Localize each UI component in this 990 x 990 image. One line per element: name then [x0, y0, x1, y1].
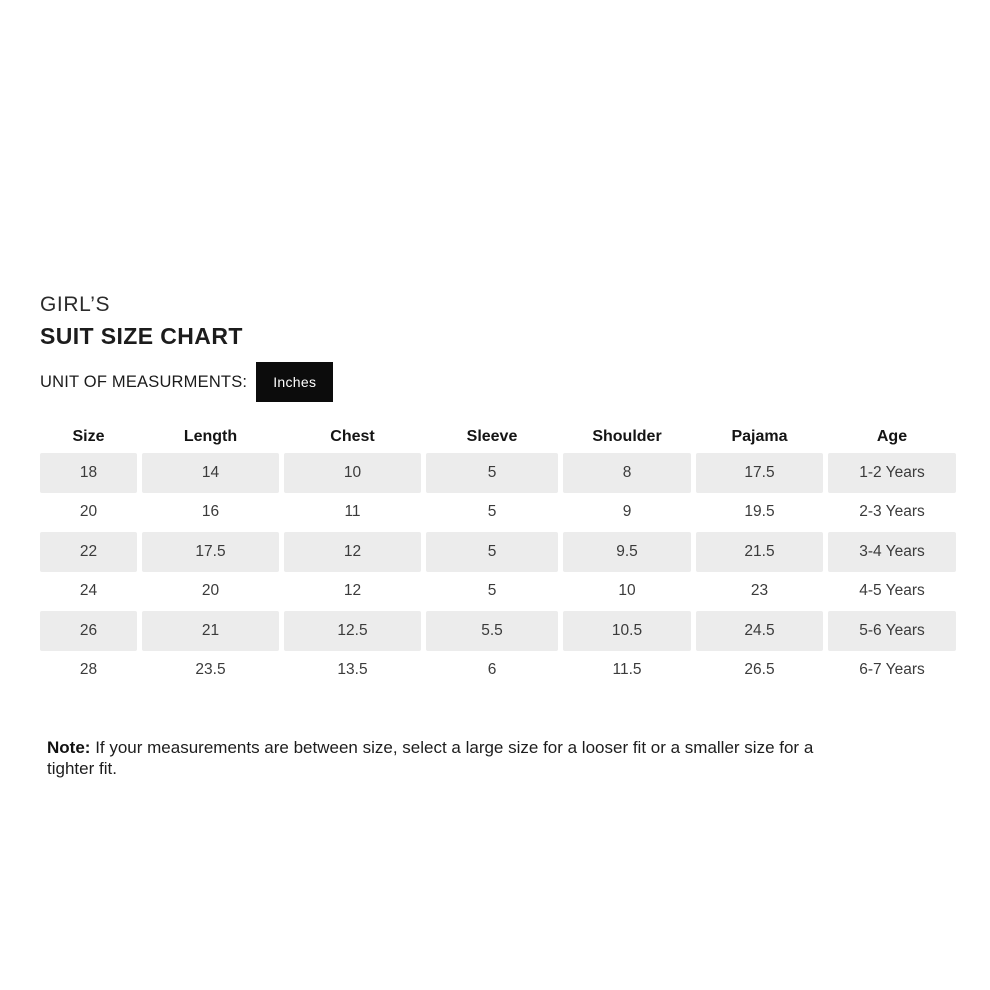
cell-size: 24: [79, 582, 98, 600]
cell-sleeve: 5.5: [426, 611, 558, 651]
col-header-sleeve: Sleeve: [466, 427, 518, 445]
col-header-size: Size: [72, 427, 105, 445]
cell-size: 20: [79, 503, 98, 521]
cell-shoulder: 10.5: [563, 611, 691, 651]
cell-chest: 10: [284, 453, 421, 493]
cell-shoulder: 11.5: [612, 661, 642, 679]
cell-size: 18: [40, 453, 137, 493]
cell-length: 20: [201, 582, 220, 600]
cell-size: 28: [79, 661, 98, 679]
col-header-shoulder: Shoulder: [592, 427, 662, 445]
cell-shoulder: 8: [563, 453, 691, 493]
col-header-length: Length: [183, 427, 238, 445]
note-text: If your measurements are between size, s…: [47, 738, 814, 778]
cell-pajama: 24.5: [696, 611, 823, 651]
cell-shoulder: 9.5: [563, 532, 691, 572]
col-header-age: Age: [876, 427, 908, 445]
cell-shoulder: 10: [618, 582, 636, 600]
cell-length: 16: [201, 503, 220, 521]
table-header-row: Size Length Chest Sleeve Shoulder Pajama…: [40, 420, 956, 453]
col-header-chest: Chest: [330, 427, 375, 445]
cell-age: 3-4 Years: [828, 532, 956, 572]
cell-length: 14: [142, 453, 279, 493]
cell-age: 2-3 Years: [859, 503, 925, 521]
cell-sleeve: 6: [487, 661, 497, 679]
cell-size: 26: [40, 611, 137, 651]
cell-sleeve: 5: [487, 582, 497, 600]
cell-pajama: 26.5: [744, 661, 775, 679]
cell-age: 4-5 Years: [859, 582, 925, 600]
size-chart-section: GIRL’S SUIT SIZE CHART UNIT OF MEASURMEN…: [40, 292, 956, 779]
table-row: 20 16 11 5 9 19.5 2-3 Years: [40, 493, 956, 533]
cell-pajama: 19.5: [744, 503, 775, 521]
cell-pajama: 17.5: [696, 453, 823, 493]
cell-chest: 11: [344, 503, 361, 521]
cell-length: 23.5: [195, 661, 226, 679]
table-row: 28 23.5 13.5 6 11.5 26.5 6-7 Years: [40, 651, 956, 691]
cell-chest: 12: [284, 532, 421, 572]
note-label: Note:: [47, 738, 91, 757]
cell-length: 21: [142, 611, 279, 651]
cell-length: 17.5: [142, 532, 279, 572]
size-table: Size Length Chest Sleeve Shoulder Pajama…: [40, 420, 956, 690]
cell-sleeve: 5: [487, 503, 497, 521]
cell-pajama: 23: [750, 582, 769, 600]
cell-chest: 12: [343, 582, 362, 600]
cell-chest: 13.5: [337, 661, 368, 679]
cell-chest: 12.5: [284, 611, 421, 651]
table-row: 18 14 10 5 8 17.5 1-2 Years: [40, 453, 956, 493]
table-row: 22 17.5 12 5 9.5 21.5 3-4 Years: [40, 532, 956, 572]
unit-of-measurement-row: UNIT OF MEASURMENTS: Inches: [40, 362, 956, 402]
page-title: SUIT SIZE CHART: [40, 323, 243, 349]
cell-age: 6-7 Years: [859, 661, 925, 679]
cell-age: 5-6 Years: [828, 611, 956, 651]
table-row: 26 21 12.5 5.5 10.5 24.5 5-6 Years: [40, 611, 956, 651]
cell-size: 22: [40, 532, 137, 572]
cell-sleeve: 5: [426, 532, 558, 572]
unit-inches-button[interactable]: Inches: [256, 362, 334, 402]
col-header-pajama: Pajama: [731, 427, 788, 445]
category-title: GIRL’S: [40, 293, 111, 316]
unit-label: UNIT OF MEASURMENTS:: [40, 372, 248, 391]
fit-note: Note: If your measurements are between s…: [40, 737, 858, 779]
cell-sleeve: 5: [426, 453, 558, 493]
cell-age: 1-2 Years: [828, 453, 956, 493]
cell-shoulder: 9: [622, 503, 632, 521]
table-row: 24 20 12 5 10 23 4-5 Years: [40, 572, 956, 612]
cell-pajama: 21.5: [696, 532, 823, 572]
